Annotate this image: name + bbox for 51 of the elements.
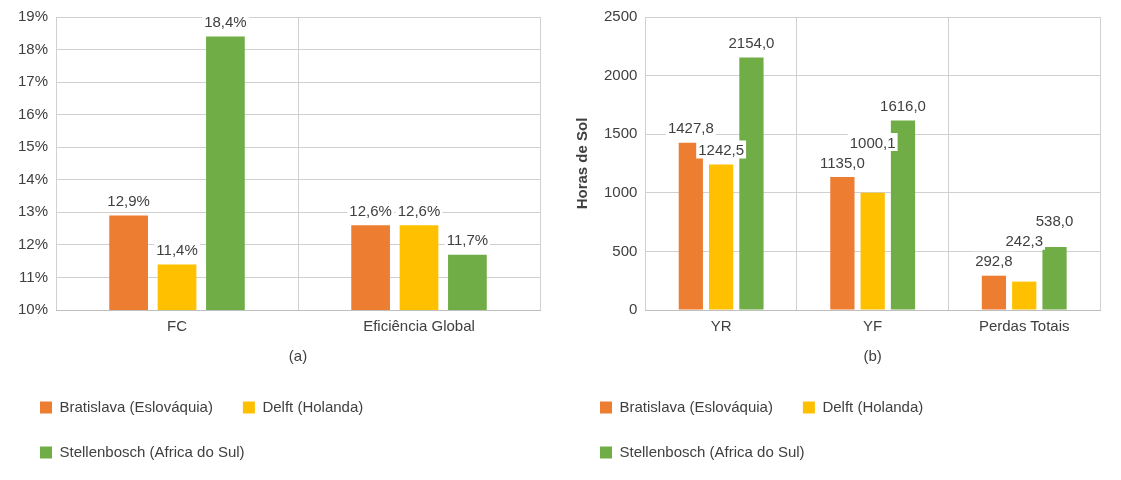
bar bbox=[981, 275, 1007, 310]
data-label: 538,0 bbox=[1035, 212, 1074, 230]
bar bbox=[860, 192, 885, 310]
data-label: 2154,0 bbox=[728, 34, 775, 52]
legend-label: Delft (Holanda) bbox=[822, 397, 924, 415]
bar bbox=[709, 164, 734, 310]
y-tick-label: 18% bbox=[17, 39, 49, 57]
y-tick-label: 1500 bbox=[603, 124, 638, 142]
y-tick-label: 0 bbox=[629, 300, 638, 318]
x-tick-label: FC bbox=[167, 317, 188, 335]
y-tick-label: 2500 bbox=[603, 7, 638, 25]
legend-label: Delft (Holanda) bbox=[262, 397, 364, 415]
y-tick-label: 11% bbox=[19, 267, 49, 285]
legend-label: Stellenbosch (Africa do Sul) bbox=[59, 442, 245, 460]
data-label: 292,8 bbox=[975, 252, 1013, 270]
y-tick-label: 12% bbox=[17, 235, 49, 253]
legend-label: Stellenbosch (Africa do Sul) bbox=[619, 442, 805, 460]
y-tick-label: 2000 bbox=[603, 65, 638, 83]
y-tick-label: 17% bbox=[17, 72, 49, 90]
x-tick-label: YF bbox=[863, 317, 883, 335]
data-label: 1616,0 bbox=[880, 97, 926, 115]
x-tick-label: Eficiência Global bbox=[363, 317, 475, 335]
data-label: 1135,0 bbox=[819, 153, 865, 171]
y-tick-label: 500 bbox=[612, 241, 638, 259]
y-tick-label: 14% bbox=[17, 169, 49, 187]
y-tick-label: 1000 bbox=[603, 182, 638, 200]
x-tick-label: Perdas Totais bbox=[978, 317, 1070, 335]
y-tick-label: 19% bbox=[17, 7, 49, 25]
data-label: 11,7% bbox=[446, 231, 489, 249]
x-tick-label: YR bbox=[710, 317, 732, 335]
x-axis-title: (a) bbox=[288, 347, 308, 365]
legend-label: Bratislava (Eslováquia) bbox=[619, 397, 773, 415]
bar bbox=[830, 176, 855, 310]
data-label: 1000,1 bbox=[849, 133, 896, 151]
y-tick-label: 10% bbox=[17, 300, 49, 318]
x-axis-title: (b) bbox=[863, 347, 882, 365]
y-tick-label: 16% bbox=[17, 104, 49, 122]
y-tick-label: 15% bbox=[17, 137, 49, 155]
data-label: 12,6% bbox=[349, 202, 392, 219]
data-label: 1242,5 bbox=[698, 141, 745, 159]
y-tick-label: 13% bbox=[17, 202, 49, 220]
data-label: 11,4% bbox=[156, 241, 198, 259]
data-label: 12,9% bbox=[107, 192, 150, 210]
y-axis-title: Horas de Sol bbox=[573, 117, 591, 210]
data-label: 12,6% bbox=[397, 202, 441, 219]
bar bbox=[1042, 246, 1067, 310]
legend-label: Bratislava (Eslováquia) bbox=[59, 397, 213, 415]
bar bbox=[1012, 281, 1037, 310]
data-label: 18,4% bbox=[204, 13, 247, 31]
data-label: 242,3 bbox=[1005, 232, 1043, 250]
data-label: 1427,8 bbox=[667, 119, 714, 137]
